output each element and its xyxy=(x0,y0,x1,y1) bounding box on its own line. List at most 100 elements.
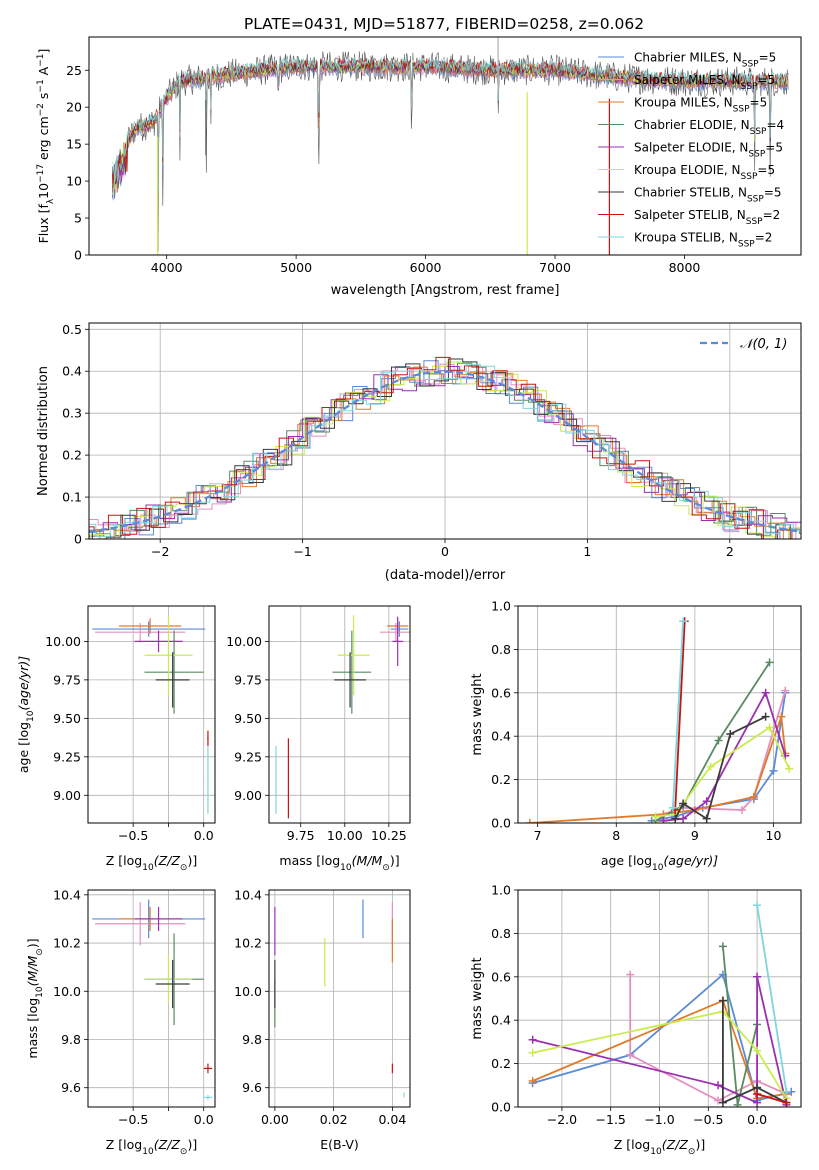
weight-vs-Z-panel: −2.0 −1.5 −1.0 −0.5 0.0 0.0 0.2 0.4 0.6 0.8 1.0 Z [… xyxy=(470,883,802,1157)
weight-vs-Z-xtick-label: 0.0 xyxy=(747,1112,767,1127)
spectrum-frame xyxy=(88,36,802,256)
weight-vs-Z-marker xyxy=(718,996,727,1005)
mass-vs-Z-ytick-label: 10.0 xyxy=(53,984,81,999)
weight-vs-age-marker xyxy=(769,766,778,775)
weight-vs-Z-marker xyxy=(718,942,727,951)
weight-vs-age-lines xyxy=(525,617,794,823)
histogram-step-8 xyxy=(89,363,801,537)
weight-vs-Z-ytick-label: 0.4 xyxy=(491,1013,511,1028)
spectrum-model-line-7 xyxy=(111,56,789,186)
age-vs-Z-points xyxy=(92,615,209,814)
weight-vs-Z-xtick-label: −2.0 xyxy=(547,1112,577,1127)
mass-vs-ebv-xlabel: E(B-V) xyxy=(320,1137,359,1152)
age-vs-Z-panel: −0.5 0.0 9.00 9.25 9.50 9.75 10.00 Z [log10(Z/Z… xyxy=(16,605,216,873)
legend-label: Kroupa STELIB, NSSP=2 xyxy=(634,231,772,250)
weight-vs-Z-marker xyxy=(782,1098,791,1107)
weight-vs-Z-frame xyxy=(517,889,802,1108)
residuals-xtick-label: 1 xyxy=(583,544,591,559)
weight-vs-Z-marker xyxy=(528,1076,537,1085)
residuals-xlabel: (data-model)/error xyxy=(385,568,506,583)
legend-label: Kroupa MILES, NSSP=5 xyxy=(634,96,767,115)
weight-vs-Z-ytick-label: 0.8 xyxy=(491,926,511,941)
mass-vs-Z-xtick-label: 0.0 xyxy=(194,1112,214,1127)
weight-vs-Z-lines xyxy=(528,901,796,1107)
mass-vs-Z-ylabel: mass [log10(M/M⊙)] xyxy=(25,938,45,1058)
legend-label: Salpeter STELIB, NSSP=2 xyxy=(634,208,780,227)
spectrum-ytick-label: 15 xyxy=(66,137,82,152)
weight-vs-age-xtick-label: 9 xyxy=(691,828,699,843)
weight-vs-Z-xtick-label: −0.5 xyxy=(693,1112,723,1127)
legend-label: Salpeter MILES, NSSP=5 xyxy=(634,73,775,92)
weight-vs-age-marker xyxy=(785,764,794,773)
weight-vs-Z-marker xyxy=(714,1096,723,1105)
weight-vs-age-ylabel: mass weight xyxy=(470,673,485,755)
weight-vs-age-ytick-label: 0.4 xyxy=(491,729,511,744)
age-vs-mass-xlabel: mass [log10(M/M⊙)] xyxy=(279,853,399,873)
weight-vs-Z-ytick-label: 1.0 xyxy=(491,883,511,898)
legend-label: Chabrier STELIB, NSSP=5 xyxy=(634,186,782,205)
weight-vs-age-frame xyxy=(517,605,802,824)
weight-vs-age-marker xyxy=(738,805,747,814)
weight-vs-age-series-8 xyxy=(672,621,684,808)
residuals-ytick-label: 0 xyxy=(74,532,82,547)
weight-vs-age-marker xyxy=(777,712,786,721)
weight-vs-age-marker xyxy=(761,688,770,697)
residuals-xtick-label: 2 xyxy=(726,544,734,559)
weight-vs-Z-marker xyxy=(753,972,762,981)
weight-vs-Z-ytick-label: 0.0 xyxy=(491,1100,511,1115)
mass-vs-Z-panel: −0.5 0.0 9.6 9.8 10.0 10.2 10.4 Z [log10(Z/Z⊙)]… xyxy=(25,887,216,1157)
age-vs-Z-ytick-label: 9.50 xyxy=(53,711,81,726)
spectrum-xlabel: wavelength [Angstrom, rest frame] xyxy=(331,283,560,298)
weight-vs-age-marker xyxy=(706,762,715,771)
spectrum-xtick-label: 6000 xyxy=(410,260,442,275)
weight-vs-age-xlabel: age [log10(age/yr)] xyxy=(601,853,718,873)
weight-vs-age-marker xyxy=(651,812,660,821)
residuals-ytick-label: 0.3 xyxy=(62,406,82,421)
weight-vs-age-marker xyxy=(679,814,688,823)
age-vs-mass-ytick-label: 9.00 xyxy=(234,788,262,803)
mass-vs-ebv-ytick-label: 9.6 xyxy=(242,1080,262,1095)
residuals-xtick-label: 0 xyxy=(441,544,449,559)
mass-vs-Z-xtick-label: −0.5 xyxy=(118,1112,148,1127)
age-vs-Z-ytick-label: 9.25 xyxy=(53,749,81,764)
weight-vs-age-marker xyxy=(702,797,711,806)
mass-vs-Z-ytick-label: 10.4 xyxy=(53,887,81,902)
weight-vs-Z-ylabel: mass weight xyxy=(470,957,485,1039)
weight-vs-Z-marker xyxy=(753,901,762,910)
weight-vs-age-series-3 xyxy=(655,661,771,822)
spectrum-panel: 4000 5000 6000 7000 8000 0 5 10 15 20 25 wavelength… xyxy=(36,36,802,298)
age-vs-Z-ytick-label: 9.00 xyxy=(53,788,81,803)
weight-vs-age-marker xyxy=(525,819,534,823)
histogram-group xyxy=(89,356,801,539)
residuals-xtick-label: −2 xyxy=(151,544,169,559)
legend-label: Chabrier ELODIE, NSSP=4 xyxy=(634,118,784,137)
age-vs-Z-xtick-label: −0.5 xyxy=(118,828,148,843)
mass-vs-Z-frame xyxy=(87,889,216,1108)
gaussian-curve xyxy=(89,370,801,533)
weight-vs-age-marker xyxy=(679,617,688,626)
residuals-frame xyxy=(88,322,802,540)
age-vs-mass-ytick-label: 9.25 xyxy=(234,749,262,764)
weight-vs-Z-marker xyxy=(528,1048,537,1057)
age-vs-Z-ytick-label: 10.00 xyxy=(45,634,81,649)
mass-vs-Z-points xyxy=(92,899,213,1100)
spectrum-ytick-label: 20 xyxy=(66,100,82,115)
legend-label: Chabrier MILES, NSSP=5 xyxy=(634,51,776,70)
age-vs-Z-xlabel: Z [log10(Z/Z⊙)] xyxy=(106,853,197,873)
legend-label: Salpeter ELODIE, NSSP=5 xyxy=(634,141,783,160)
weight-vs-age-marker xyxy=(781,686,790,695)
age-vs-Z-frame xyxy=(87,605,216,824)
weight-vs-Z-xtick-label: −1.0 xyxy=(644,1112,674,1127)
weight-vs-Z-xtick-label: −1.5 xyxy=(596,1112,626,1127)
age-vs-mass-ytick-label: 10.00 xyxy=(226,634,262,649)
age-vs-mass-points xyxy=(275,615,410,819)
age-vs-mass-panel: 9.75 10.00 10.25 9.00 9.25 9.50 9.75 10.00 mass … xyxy=(226,605,411,873)
age-vs-Z-ytick-label: 9.75 xyxy=(53,672,81,687)
spectrum-ytick-label: 5 xyxy=(74,211,82,226)
weight-vs-age-ytick-label: 1.0 xyxy=(491,599,511,614)
weight-vs-age-xtick-label: 7 xyxy=(534,828,542,843)
mass-vs-ebv-xtick-label: 0.02 xyxy=(320,1112,348,1127)
weight-vs-age-marker xyxy=(659,816,668,823)
weight-vs-age-marker xyxy=(726,730,735,739)
